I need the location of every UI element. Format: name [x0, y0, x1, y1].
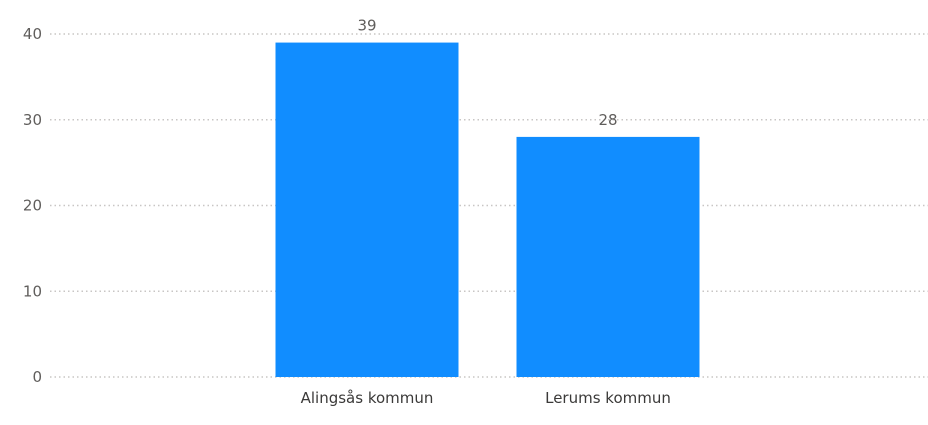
y-axis: 0 10 20 30 40 — [23, 25, 42, 386]
x-axis: Alingsås kommun Lerums kommun — [301, 389, 671, 407]
category-label-2: Lerums kommun — [545, 389, 671, 407]
bar-2 — [516, 136, 700, 377]
data-label-2: 28 — [598, 111, 617, 129]
y-tick-label: 40 — [23, 25, 42, 43]
y-gridlines — [50, 33, 928, 378]
y-tick-label: 10 — [23, 282, 42, 300]
data-label-1: 39 — [357, 17, 376, 35]
y-tick-label: 20 — [23, 197, 42, 215]
bar-1 — [275, 42, 459, 377]
bars: 39 28 — [275, 17, 700, 377]
y-tick-label: 30 — [23, 111, 42, 129]
y-tick-label: 0 — [32, 368, 42, 386]
category-label-1: Alingsås kommun — [301, 389, 434, 407]
